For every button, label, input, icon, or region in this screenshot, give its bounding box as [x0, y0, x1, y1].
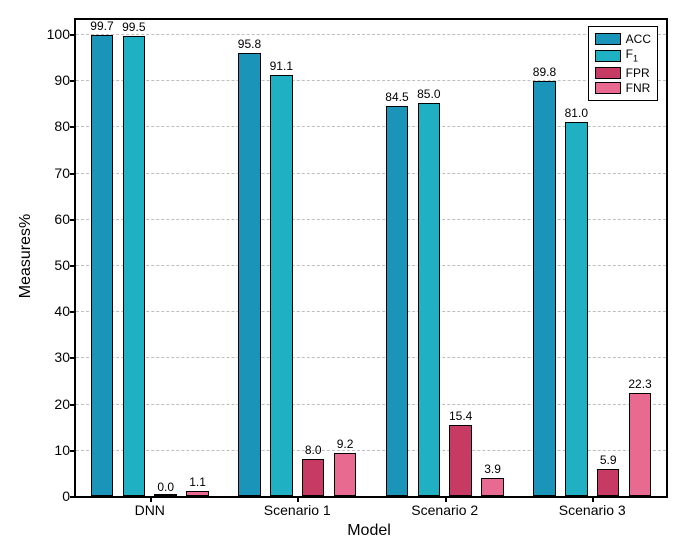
bar-value-label: 9.2	[337, 437, 354, 451]
legend-swatch	[595, 82, 621, 94]
y-tick-label: 80	[54, 118, 76, 134]
legend-swatch	[595, 33, 621, 45]
bar-value-label: 3.9	[484, 462, 501, 476]
bar-value-label: 84.5	[385, 90, 408, 104]
bar-value-label: 91.1	[270, 59, 293, 73]
x-tick-label: Scenario 1	[264, 496, 331, 518]
bar-fnr	[629, 393, 651, 496]
y-axis-label: Measures%	[17, 214, 35, 298]
legend: ACCF1FPRFNR	[588, 26, 658, 101]
y-tick-label: 100	[47, 26, 76, 42]
bar-f1	[270, 75, 292, 496]
y-tick-label: 20	[54, 396, 76, 412]
bar-value-label: 1.1	[189, 475, 206, 489]
y-tick-label: 50	[54, 257, 76, 273]
legend-label: FPR	[626, 66, 650, 80]
x-tick-label: Scenario 2	[411, 496, 478, 518]
bar-value-label: 89.8	[533, 65, 556, 79]
bar-value-label: 8.0	[305, 443, 322, 457]
plot-area: 0102030405060708090100DNN99.799.50.01.1S…	[74, 18, 668, 498]
legend-swatch	[595, 67, 621, 79]
bar-fpr	[302, 459, 324, 496]
chart-container: 0 10 20 30 40 50 60 70 80 90 100 DNN 99.7 99.5 0.0 1.1 S…	[0, 0, 685, 549]
x-axis-label: Model	[347, 522, 391, 540]
bar-acc	[238, 53, 260, 496]
bar-value-label: 0.0	[157, 480, 174, 494]
bar-f1	[123, 36, 145, 496]
legend-item: F1	[595, 47, 651, 65]
bar-fnr	[186, 491, 208, 496]
bar-acc	[533, 81, 555, 496]
bar-fpr	[154, 494, 176, 496]
legend-item: FNR	[595, 81, 651, 95]
legend-swatch	[595, 50, 621, 62]
bar-fnr	[334, 453, 356, 496]
y-tick-label: 40	[54, 303, 76, 319]
bar-value-label: 15.4	[449, 409, 472, 423]
legend-label: F1	[626, 47, 638, 65]
bar-fpr	[449, 425, 471, 496]
legend-label: ACC	[626, 32, 651, 46]
bar-value-label: 95.8	[238, 37, 261, 51]
y-tick-label: 70	[54, 165, 76, 181]
y-tick-label: 10	[54, 442, 76, 458]
bar-f1	[418, 103, 440, 496]
bar-acc	[386, 106, 408, 497]
bar-value-label: 99.7	[90, 19, 113, 33]
y-tick-label: 30	[54, 349, 76, 365]
bar-fpr	[597, 469, 619, 496]
legend-label: FNR	[626, 81, 651, 95]
bar-value-label: 22.3	[628, 377, 651, 391]
bar-f1	[565, 122, 587, 496]
bar-value-label: 99.5	[122, 20, 145, 34]
legend-item: ACC	[595, 32, 651, 46]
bar-value-label: 85.0	[417, 87, 440, 101]
bar-value-label: 5.9	[600, 453, 617, 467]
x-tick-label: Scenario 3	[559, 496, 626, 518]
x-tick-label: DNN	[135, 496, 165, 518]
gridline	[76, 34, 666, 35]
bar-fnr	[481, 478, 503, 496]
gridline	[76, 80, 666, 81]
y-tick-label: 60	[54, 211, 76, 227]
y-tick-label: 90	[54, 72, 76, 88]
bar-value-label: 81.0	[565, 106, 588, 120]
bar-acc	[91, 35, 113, 496]
legend-item: FPR	[595, 66, 651, 80]
y-tick-label: 0	[62, 488, 76, 504]
